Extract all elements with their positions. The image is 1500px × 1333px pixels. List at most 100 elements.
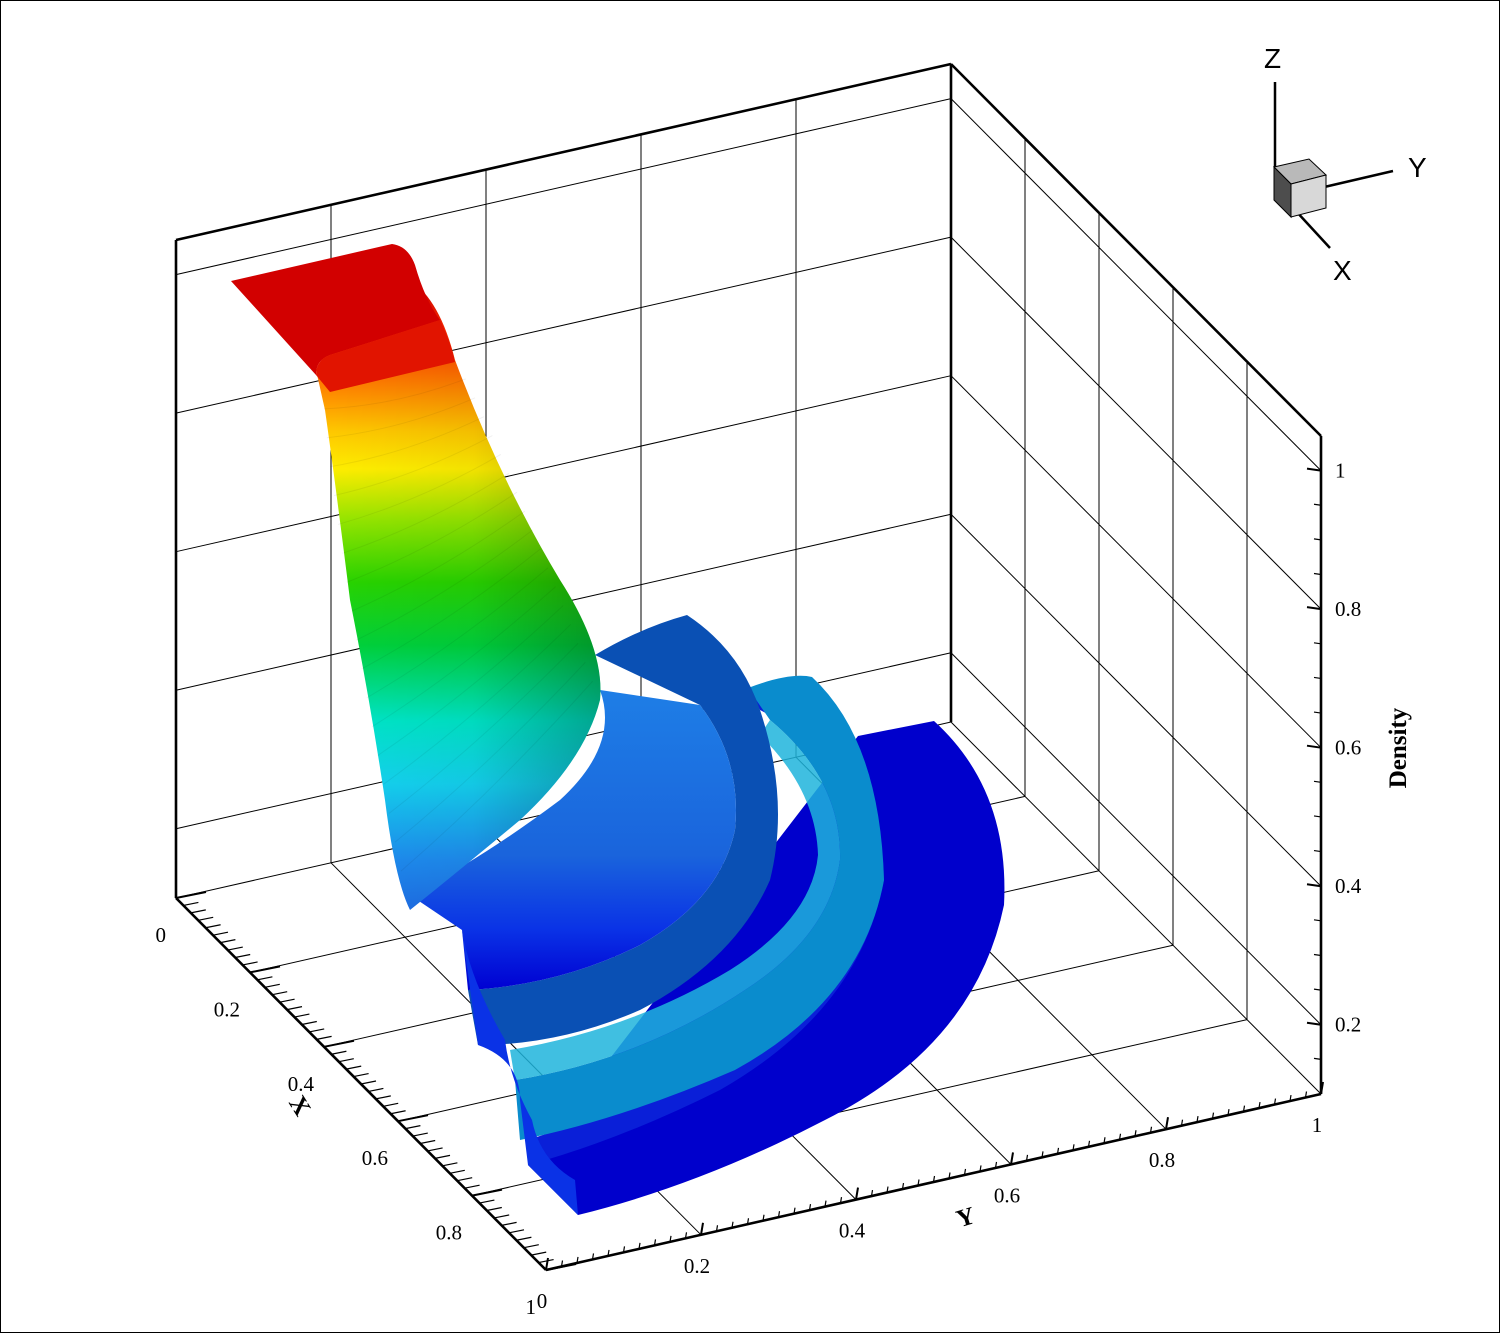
y-minor-tick [1211,1112,1215,1119]
surface-front-wedge [462,930,578,1215]
x-minor-tick [242,961,258,966]
x-minor-tick [375,1095,391,1100]
x-minor-tick [531,1251,547,1256]
z-minor-tick [1313,676,1322,680]
triad-x-line [1294,209,1331,249]
y-tick-mark [1320,1081,1324,1095]
surface-mesh-line [326,397,476,439]
y-minor-tick [1103,1137,1106,1144]
x-minor-tick [523,1244,539,1249]
surface-inner-band [468,615,778,1045]
x-tick-mark [397,1114,429,1123]
y-minor-tick [638,1242,641,1249]
z-minor-tick [1313,1057,1322,1060]
surface-mesh-line [323,378,466,410]
z-tick-mark [1306,883,1322,888]
y-minor-tick [560,1260,564,1267]
y-minor-tick [1041,1151,1044,1158]
x-minor-tick [212,931,229,936]
z-minor-tick [1313,642,1322,645]
y-tick-label: 0.6 [994,1183,1020,1207]
gridline-sidewall-z [950,513,1322,887]
y-minor-tick [1304,1091,1308,1098]
y-tick-label: 1 [1312,1113,1323,1137]
triad-cube-side [1273,165,1292,219]
gridline-backwall-z [175,236,952,414]
y-minor-tick [886,1186,889,1193]
z-tick-label: 0.2 [1335,1013,1361,1037]
surface-plateau [231,244,440,375]
y-minor-tick [948,1172,951,1179]
surface-mesh-line [371,586,557,728]
y-minor-tick [731,1221,734,1228]
surface-shelf-ridge [510,720,841,1080]
y-minor-tick [684,1232,688,1239]
z-minor-tick [1313,919,1322,922]
x-minor-tick [390,1110,406,1115]
x-tick-label: 0.2 [214,997,240,1021]
x-minor-tick [286,1006,303,1011]
x-minor-tick [220,939,236,944]
surface-mesh-line [337,454,502,525]
surface-middle-shelf [515,675,884,1140]
y-minor-tick [1227,1109,1230,1116]
triad-z-label: Z [1264,43,1281,74]
y-minor-tick [1025,1154,1029,1161]
x-minor-tick [427,1147,443,1152]
gridline-sidewall-z [950,98,1322,471]
x-minor-tick [272,991,288,996]
y-minor-tick [793,1207,796,1214]
z-tick-mark [1306,1021,1322,1026]
axes-box [174,62,1324,1272]
z-minor-tick [1313,538,1322,541]
x-minor-tick [264,983,280,988]
y-tick-label: 0.4 [839,1219,866,1243]
z-minor-tick [1313,503,1322,506]
x-minor-tick [198,916,214,921]
y-minor-tick [762,1214,765,1221]
gridline-sidewall-z [950,375,1322,749]
surface-mesh-line [383,624,571,785]
surface-mesh-line [388,642,579,814]
surface-mesh-line [377,605,564,756]
x-tick-mark [249,965,281,974]
x-minor-tick [464,1184,480,1189]
x-tick-label: 0.4 [288,1072,315,1096]
x-minor-tick [294,1013,310,1018]
triad-x-label: X [1333,255,1352,286]
x-minor-tick [442,1162,458,1167]
y-minor-tick [1289,1094,1292,1102]
gridline-floor-y [950,721,1322,1095]
x-minor-tick [383,1102,399,1107]
y-minor-tick [777,1211,781,1218]
triad-y-line [1319,169,1394,190]
y-minor-tick [979,1165,982,1172]
x-tick-label: 0.8 [436,1221,462,1245]
x-minor-tick [501,1221,517,1226]
x-minor-tick [368,1087,384,1093]
y-minor-tick [1072,1144,1075,1151]
z-minor-tick [1313,988,1322,991]
gridline-backwall-z [175,375,952,553]
x-minor-tick [494,1214,510,1219]
y-minor-tick [669,1235,672,1242]
x-tick-label: 0 [156,923,167,947]
x-tick-mark [471,1188,503,1197]
x-minor-tick [309,1028,325,1033]
x-tick-mark [323,1039,355,1048]
x-minor-tick [486,1206,502,1212]
x-minor-tick [516,1236,532,1241]
z-minor-tick [1313,849,1322,853]
surface-mesh-line [361,548,541,670]
x-minor-tick [412,1132,428,1137]
x-minor-tick [479,1199,495,1204]
y-minor-tick [1134,1130,1137,1137]
x-minor-tick [338,1058,354,1063]
y-tick-mark [545,1257,549,1271]
y-minor-tick [839,1197,843,1204]
y-minor-tick [1087,1140,1091,1147]
surface-inner-wall [410,690,736,990]
x-minor-tick [538,1258,554,1264]
z-tick-mark [1306,606,1322,611]
